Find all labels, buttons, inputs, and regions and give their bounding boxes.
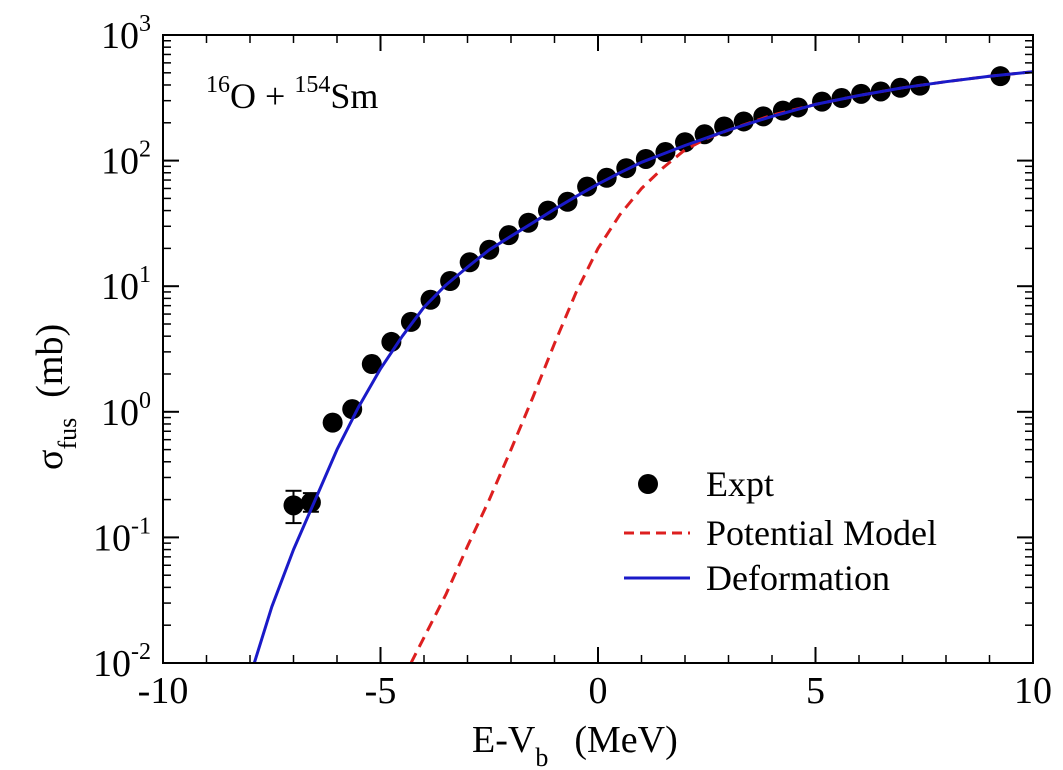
legend-deformation-label: Deformation xyxy=(706,558,890,598)
expt-data-point xyxy=(283,495,304,516)
x-axis-title-sub: b xyxy=(535,743,548,770)
axes: -10 -5 0 5 10 10-2 10-1 100 101 102 103 xyxy=(93,11,1052,712)
y-axis-title-unit: (mb) xyxy=(29,324,71,398)
annot-element-sm: Sm xyxy=(330,76,378,116)
y-tick-label: 10-2 xyxy=(93,639,151,685)
annot-plus: + xyxy=(256,76,294,116)
x-tick-label: -10 xyxy=(138,670,189,712)
legend-expt-marker xyxy=(638,474,658,494)
expt-data-point xyxy=(322,412,343,433)
y-tick-label: 103 xyxy=(101,11,151,57)
legend-expt-label: Expt xyxy=(706,464,774,504)
expt-data-point xyxy=(361,354,382,375)
expt-data-point xyxy=(459,252,480,273)
reaction-annotation: 16O + 154Sm xyxy=(206,72,378,116)
y-tick-label: 102 xyxy=(101,137,151,183)
y-axis-title: σfus (mb) xyxy=(29,324,82,470)
y-axis-title-main: σ xyxy=(29,450,71,470)
legend: Expt Potential Model Deformation xyxy=(624,464,937,598)
x-tick-label: -5 xyxy=(365,670,397,712)
y-tick-label: 101 xyxy=(101,262,151,308)
annot-mass-o: 16 xyxy=(206,72,230,98)
data-series xyxy=(252,66,1033,663)
y-tick-label: 100 xyxy=(101,388,151,434)
annot-mass-sm: 154 xyxy=(294,72,330,98)
legend-potential-label: Potential Model xyxy=(706,513,937,553)
x-axis-title-main: E-V xyxy=(472,719,536,761)
x-axis-title: E-Vb (MeV) xyxy=(472,719,678,770)
x-tick-label: 0 xyxy=(589,670,608,712)
plot-frame xyxy=(162,34,1034,664)
x-tick-label: 10 xyxy=(1014,670,1052,712)
annot-element-o: O xyxy=(230,76,256,116)
deformation-curve xyxy=(252,70,1033,663)
y-tick-label: 10-1 xyxy=(93,513,151,559)
x-axis-title-unit: (MeV) xyxy=(574,719,677,761)
y-axis-title-sub: fus xyxy=(53,418,82,450)
x-tick-label: 5 xyxy=(806,670,825,712)
expt-data-point xyxy=(342,399,363,420)
